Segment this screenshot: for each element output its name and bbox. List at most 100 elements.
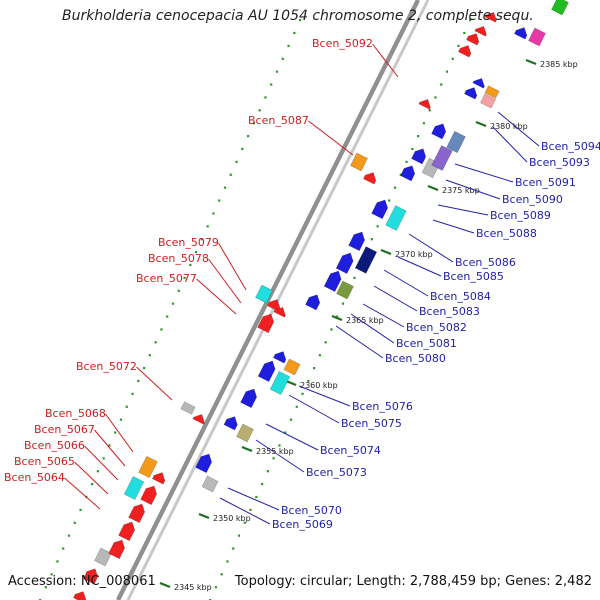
inner-dot-track — [96, 470, 99, 473]
label-connector — [492, 126, 528, 163]
label-connector — [84, 445, 119, 481]
gene-label: Bcen_5084 — [430, 290, 491, 303]
gene-label: Bcen_5073 — [306, 466, 367, 479]
inner-dot-track — [270, 83, 273, 86]
outer-dot-track — [232, 547, 235, 550]
reverse-gene-arrow — [446, 130, 466, 154]
scale-label: 2360 kbp — [300, 381, 338, 390]
label-connector — [218, 242, 247, 291]
inner-dot-track — [91, 483, 94, 486]
gene-label: Bcen_5085 — [443, 270, 504, 283]
reverse-gene-arrow — [348, 231, 366, 252]
inner-dot-track — [67, 534, 71, 537]
label-connector — [397, 256, 442, 277]
inner-dot-track — [114, 431, 117, 434]
outer-dot-track — [237, 534, 241, 537]
inner-dot-track — [189, 263, 192, 267]
forward-gene-arrow — [457, 45, 472, 58]
gene-label: Bcen_5072 — [76, 360, 137, 373]
forward-gene-arrow — [474, 26, 487, 37]
label-connector — [94, 429, 126, 467]
forward-gene-arrow — [192, 414, 205, 425]
forward-gene-arrow — [350, 152, 368, 172]
forward-gene-arrow-shape — [180, 401, 196, 415]
outer-dot-track — [399, 173, 402, 176]
scale-tick — [427, 184, 439, 192]
inner-dot-track — [299, 19, 302, 22]
reverse-gene-arrow-shape — [348, 231, 366, 252]
label-connector — [64, 477, 101, 510]
inner-dot-track — [119, 418, 123, 421]
outer-dot-track — [463, 31, 466, 35]
reverse-gene-arrow-shape — [354, 246, 378, 274]
reverse-gene-arrow-shape — [411, 148, 427, 165]
reverse-gene-arrow-shape — [528, 27, 546, 47]
outer-dot-track — [289, 418, 293, 421]
outer-dot-track — [220, 573, 223, 576]
gene-label: Bcen_5069 — [272, 518, 333, 531]
gene-label: Bcen_5079 — [158, 236, 219, 249]
label-connector — [372, 43, 399, 78]
forward-gene-arrow-shape — [257, 313, 275, 334]
outer-dot-track — [307, 379, 310, 383]
label-connector — [408, 233, 454, 263]
gene-label: Bcen_5077 — [136, 272, 197, 285]
inner-dot-track — [131, 392, 134, 395]
outer-dot-track — [284, 431, 287, 434]
outer-dot-track — [336, 315, 339, 318]
scale-tick — [241, 445, 253, 453]
outer-dot-track — [388, 199, 391, 202]
gene-label: Bcen_5075 — [341, 417, 402, 430]
forward-gene-arrow-shape — [140, 485, 158, 506]
scale-tick — [285, 379, 297, 387]
reverse-gene-arrow-shape — [223, 416, 238, 431]
reverse-gene-arrow — [201, 475, 219, 493]
label-connector — [136, 366, 173, 401]
label-connector — [437, 204, 489, 216]
reverse-gene-arrow — [484, 85, 500, 99]
outer-dot-track — [341, 302, 345, 305]
label-connector — [105, 413, 134, 453]
backbone-line — [115, 0, 421, 600]
backbone-line-shadow — [126, 0, 430, 600]
reverse-gene-arrow — [269, 370, 291, 396]
inner-dot-track — [200, 238, 203, 241]
reverse-gene-arrow-shape — [400, 165, 416, 182]
outer-dot-track — [330, 328, 333, 331]
gene-label: Bcen_5089 — [490, 209, 551, 222]
inner-dot-track — [148, 354, 151, 357]
reverse-gene-arrow-shape — [335, 252, 354, 275]
reverse-gene-arrow-shape — [431, 145, 453, 171]
gene-label: Bcen_5065 — [14, 455, 75, 468]
inner-dot-track — [160, 328, 163, 331]
inner-dot-track — [206, 225, 209, 228]
forward-gene-arrow-shape — [362, 172, 377, 185]
label-connector — [227, 487, 280, 511]
reverse-gene-arrow — [335, 252, 354, 275]
label-connector — [255, 439, 305, 473]
inner-dot-track — [195, 251, 198, 254]
reverse-gene-arrow-shape — [371, 199, 389, 220]
forward-gene-arrow — [465, 33, 480, 46]
reverse-gene-arrow-shape — [551, 0, 569, 16]
outer-dot-track — [457, 44, 460, 47]
reverse-gene-arrow — [431, 123, 447, 140]
label-connector — [219, 497, 271, 525]
outer-dot-track — [249, 508, 252, 511]
forward-gene-arrow — [128, 503, 146, 524]
label-connector — [383, 269, 429, 297]
outer-dot-track — [393, 186, 397, 189]
outer-dot-track — [370, 238, 373, 241]
reverse-gene-arrow — [411, 148, 427, 165]
reverse-gene-arrow — [272, 351, 287, 364]
outer-dot-track — [266, 470, 269, 473]
inner-dot-track — [218, 199, 221, 202]
reverse-gene-arrow-shape — [283, 358, 301, 376]
inner-dot-track — [247, 135, 250, 138]
reverse-gene-arrow — [431, 145, 453, 171]
outer-dot-track — [417, 135, 420, 138]
outer-dot-track — [261, 483, 264, 486]
scale-tick — [331, 314, 343, 322]
outer-dot-track — [405, 160, 408, 163]
forward-gene-arrow — [118, 521, 136, 542]
